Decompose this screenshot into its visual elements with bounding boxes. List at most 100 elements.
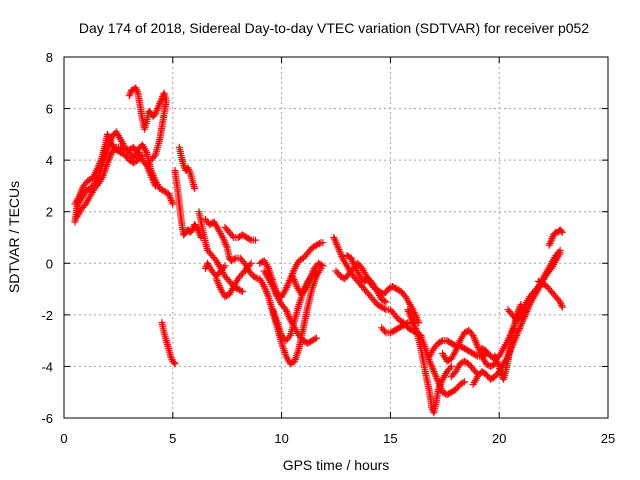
data-point <box>151 182 159 190</box>
data-point <box>146 170 154 178</box>
data-point <box>180 161 188 169</box>
data-point <box>426 359 434 367</box>
data-point <box>186 167 193 175</box>
data-point <box>221 239 229 247</box>
data-point <box>104 130 111 138</box>
data-point <box>477 350 485 358</box>
data-point <box>308 270 316 278</box>
data-point <box>220 264 228 272</box>
data-point <box>406 311 414 319</box>
data-point <box>283 307 291 315</box>
data-point <box>515 306 523 314</box>
chart-title: Day 174 of 2018, Sidereal Day-to-day VTE… <box>79 20 589 36</box>
data-point <box>454 342 462 350</box>
data-point <box>336 249 344 257</box>
data-point <box>261 284 269 292</box>
data-point <box>302 285 309 293</box>
data-point <box>382 298 390 306</box>
data-point <box>332 239 340 247</box>
data-points <box>71 84 566 417</box>
data-point <box>94 163 102 171</box>
data-point <box>545 241 553 249</box>
data-point <box>450 369 458 377</box>
data-point <box>427 361 435 369</box>
series-arc-10 <box>212 259 255 301</box>
data-point <box>305 277 313 284</box>
data-point <box>516 325 523 333</box>
data-point <box>429 366 437 374</box>
data-point <box>151 110 159 118</box>
data-point <box>311 335 319 343</box>
data-point <box>145 167 153 174</box>
data-point <box>350 261 358 269</box>
data-point <box>284 280 292 288</box>
data-point <box>171 360 179 368</box>
data-point <box>147 172 155 180</box>
data-point <box>153 106 161 114</box>
data-point <box>133 86 140 94</box>
data-point <box>319 262 327 270</box>
data-point <box>495 361 502 369</box>
x-tick-label: 25 <box>601 431 615 446</box>
data-point <box>228 232 236 240</box>
data-point <box>493 357 501 365</box>
series-arc-25 <box>439 326 499 370</box>
data-point <box>252 274 260 282</box>
data-point <box>105 134 113 142</box>
data-point <box>547 238 555 246</box>
data-point <box>517 301 525 308</box>
data-point <box>157 96 165 104</box>
data-point <box>264 291 272 299</box>
data-point <box>412 312 420 320</box>
data-point <box>334 244 342 252</box>
data-point <box>330 234 338 241</box>
data-point <box>447 362 455 370</box>
series-arc-6 <box>175 143 199 192</box>
data-point <box>214 278 222 286</box>
data-point <box>219 234 227 241</box>
data-point <box>120 145 127 153</box>
data-point <box>408 316 416 324</box>
data-point <box>201 264 209 272</box>
data-point <box>104 159 111 167</box>
data-point <box>111 145 119 153</box>
data-point <box>471 335 478 343</box>
data-point <box>436 383 444 391</box>
data-point <box>473 342 481 350</box>
data-point <box>410 320 418 327</box>
data-point <box>434 378 442 386</box>
data-point <box>546 240 554 247</box>
series-arc-11 <box>221 223 259 244</box>
data-point <box>473 340 481 348</box>
data-point <box>77 189 85 197</box>
data-point <box>430 368 438 376</box>
data-point <box>515 326 523 334</box>
data-point <box>167 195 175 203</box>
data-point <box>555 248 563 256</box>
data-point <box>156 99 164 107</box>
data-point <box>557 300 565 308</box>
data-point <box>285 278 293 286</box>
data-point <box>282 306 290 314</box>
data-point <box>453 344 461 351</box>
data-point <box>400 291 408 299</box>
data-point <box>149 177 157 185</box>
data-point <box>284 311 292 319</box>
y-tick-label: 4 <box>46 153 53 168</box>
data-point <box>349 258 357 266</box>
data-point <box>413 315 421 323</box>
y-tick-label: 6 <box>46 102 53 117</box>
data-point <box>263 289 271 297</box>
data-point <box>336 247 344 255</box>
data-point <box>315 240 323 247</box>
series-arc-20 <box>343 252 390 306</box>
data-point <box>104 132 112 140</box>
data-point <box>411 323 419 331</box>
data-point <box>290 276 298 284</box>
data-point <box>304 280 312 288</box>
data-point <box>469 332 477 339</box>
data-point <box>517 321 525 329</box>
data-point <box>551 230 559 238</box>
data-point <box>414 317 422 325</box>
